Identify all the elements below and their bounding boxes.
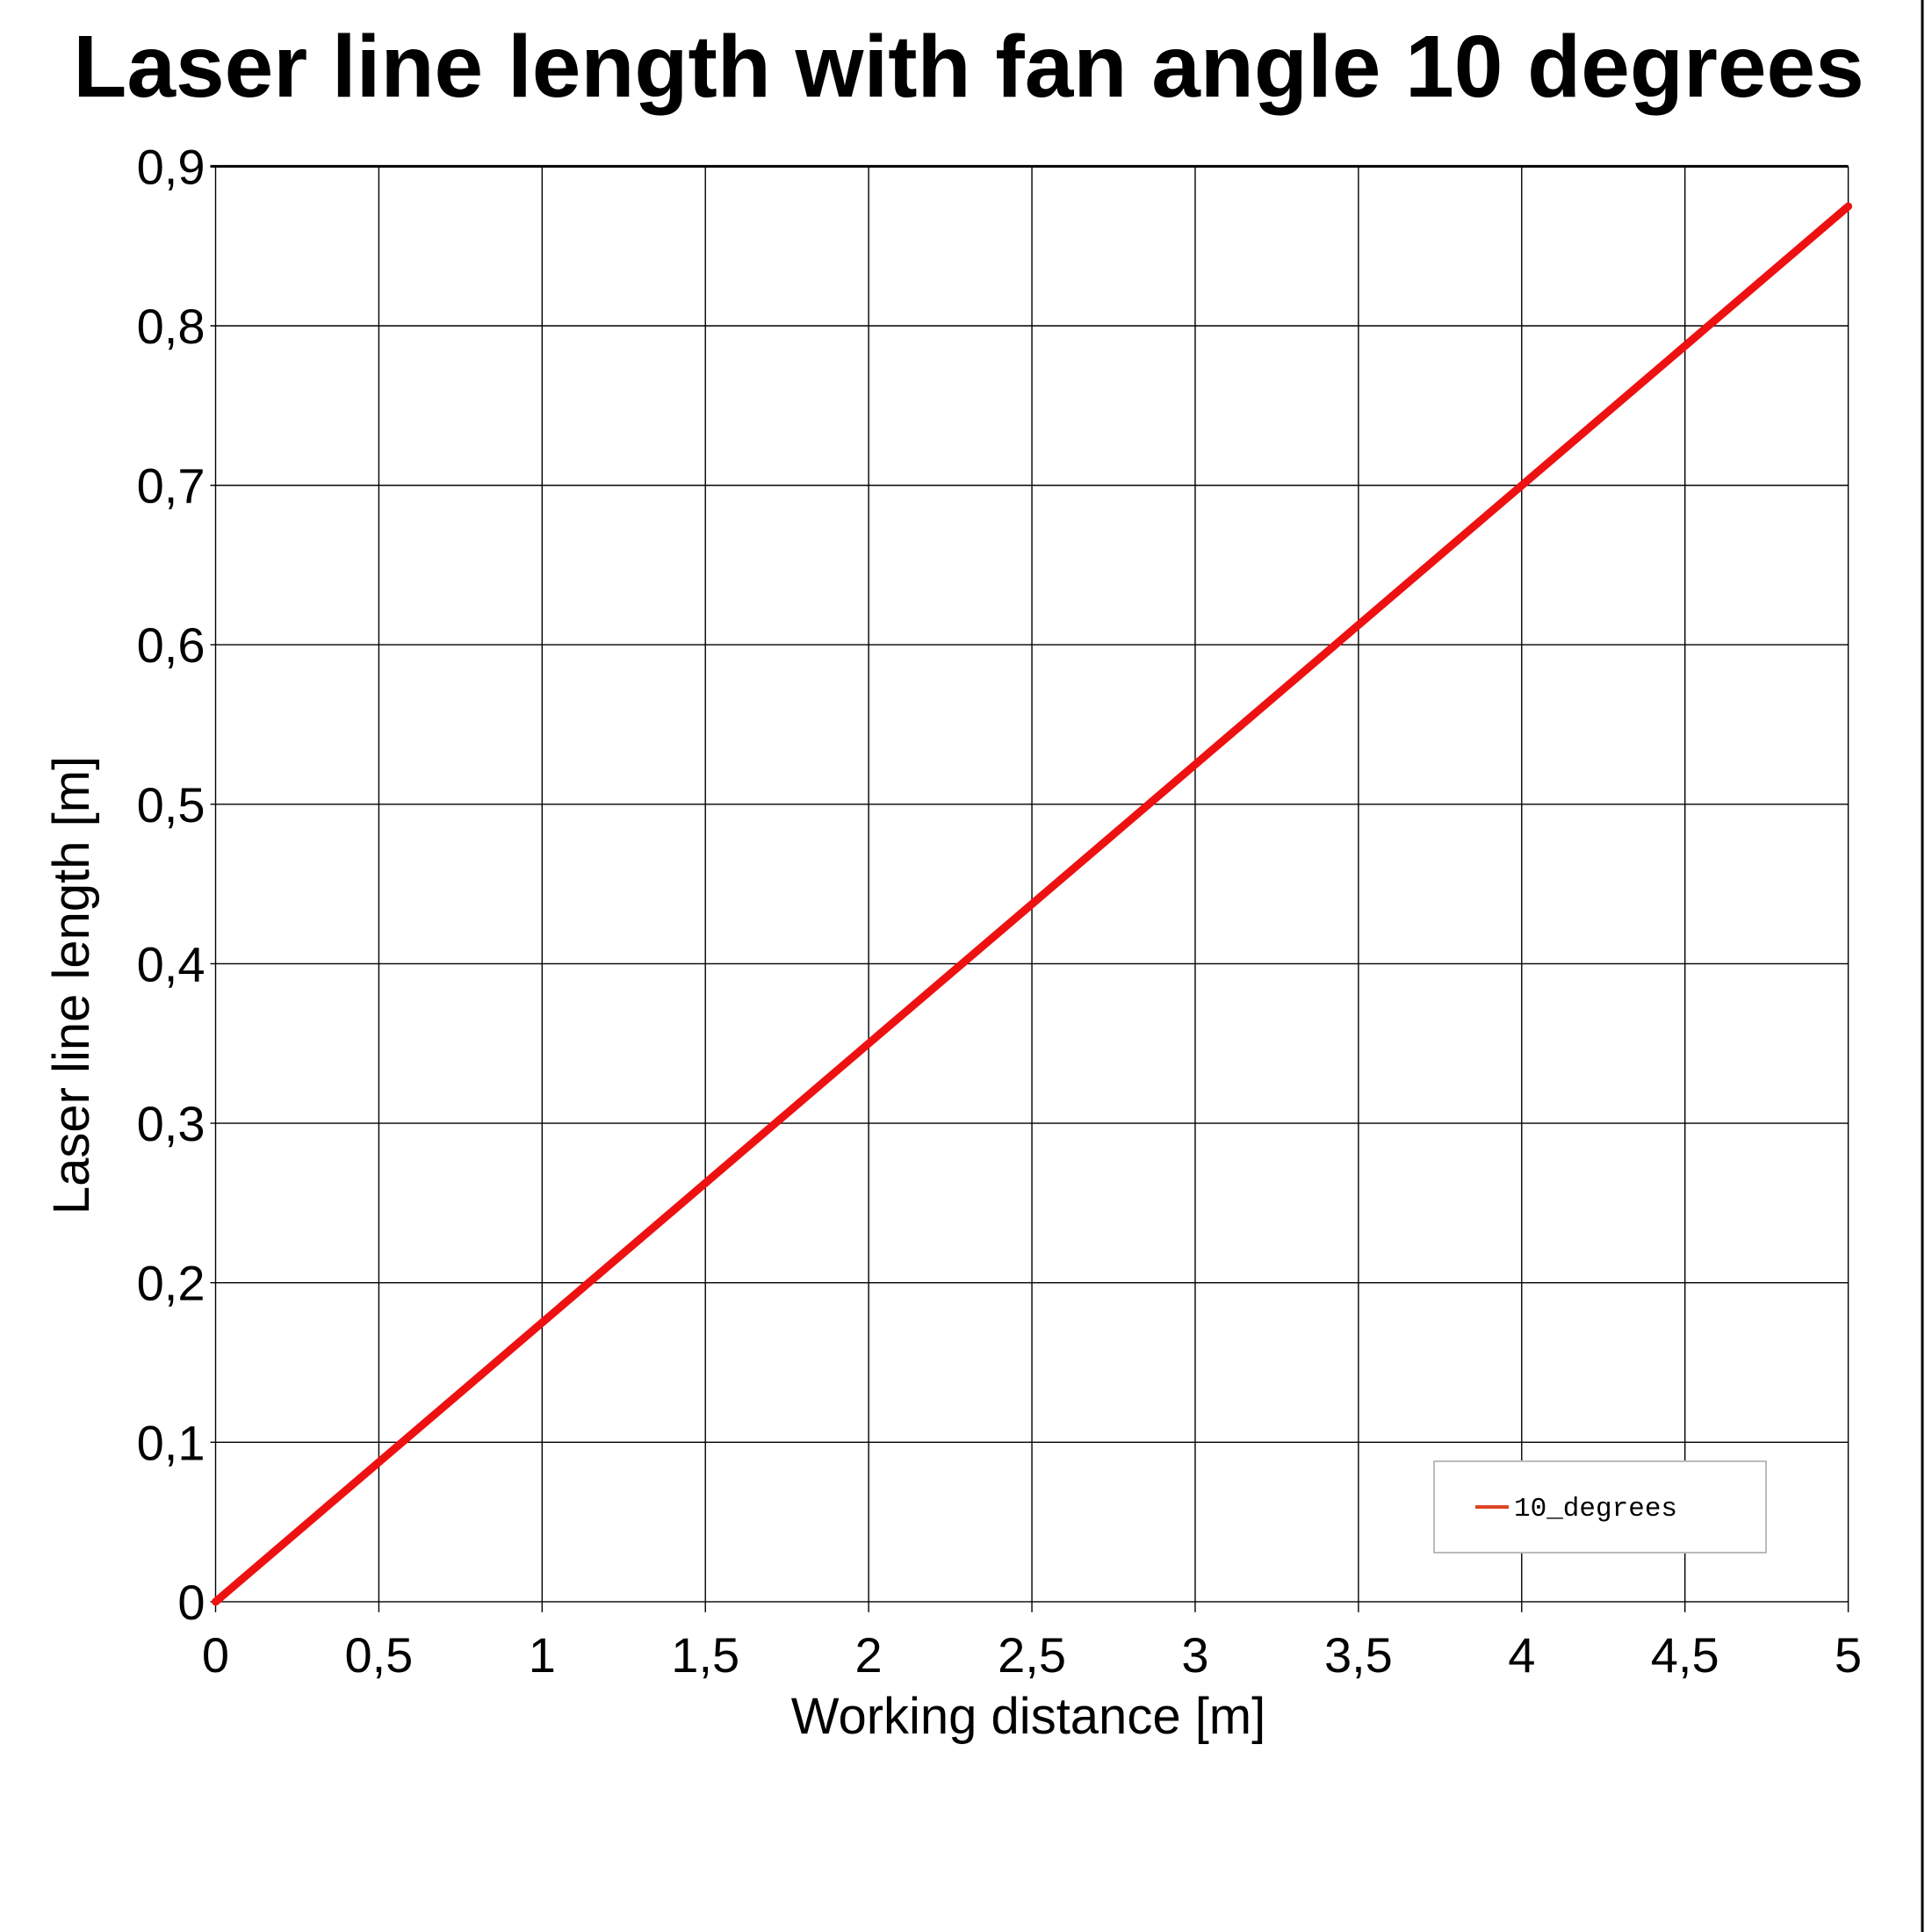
y-tick-label: 0,4 bbox=[137, 936, 205, 991]
y-tick-label: 0,1 bbox=[137, 1415, 205, 1470]
y-axis-label: Laser line length [m] bbox=[43, 756, 100, 1215]
y-tick-label: 0,8 bbox=[137, 299, 205, 354]
y-tick-label: 0,9 bbox=[137, 139, 205, 194]
grid bbox=[210, 164, 1849, 1612]
y-tick-label: 0,7 bbox=[137, 458, 205, 514]
tick-labels: 0 0,5 1 1,5 2 2,5 3 3,5 4 4,5 5 0 0,1 0,2 0,3 0,4 0,5 0,6… bbox=[137, 139, 1863, 1683]
x-tick-label: 4,5 bbox=[1651, 1627, 1719, 1683]
x-tick-label: 4 bbox=[1508, 1627, 1535, 1683]
x-tick-label: 1,5 bbox=[671, 1627, 739, 1683]
x-tick-label: 5 bbox=[1835, 1627, 1862, 1683]
x-tick-label: 2 bbox=[855, 1627, 883, 1683]
legend: 10_degrees bbox=[1433, 1460, 1767, 1554]
series-line-10_degrees bbox=[212, 202, 1853, 1606]
chart-title: Laser line length with fan angle 10 degr… bbox=[73, 18, 1864, 116]
series-layer bbox=[212, 202, 1853, 1606]
x-tick-label: 3 bbox=[1181, 1627, 1208, 1683]
y-tick-label: 0,5 bbox=[137, 777, 205, 833]
y-tick-label: 0,2 bbox=[137, 1256, 205, 1311]
x-tick-label: 3,5 bbox=[1324, 1627, 1393, 1683]
y-tick-label: 0,3 bbox=[137, 1096, 205, 1151]
x-tick-label: 0,5 bbox=[344, 1627, 413, 1683]
x-axis-label: Working distance [m] bbox=[791, 1688, 1265, 1745]
x-tick-label: 0 bbox=[202, 1627, 229, 1683]
legend-label-10-degrees: 10_degrees bbox=[1514, 1494, 1677, 1525]
x-tick-label: 1 bbox=[529, 1627, 556, 1683]
y-tick-label: 0,6 bbox=[137, 617, 205, 673]
x-tick-label: 2,5 bbox=[998, 1627, 1066, 1683]
y-tick-label: 0 bbox=[177, 1575, 205, 1630]
